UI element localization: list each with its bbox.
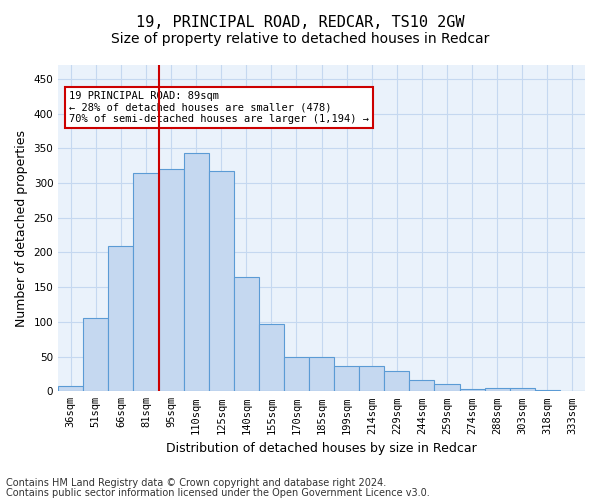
Bar <box>510 388 535 392</box>
Bar <box>259 324 284 392</box>
Bar <box>109 246 133 392</box>
Bar <box>460 388 485 392</box>
Text: Contains public sector information licensed under the Open Government Licence v3: Contains public sector information licen… <box>6 488 430 498</box>
Bar <box>309 356 334 392</box>
Bar <box>83 318 109 392</box>
Bar <box>334 366 359 392</box>
Bar <box>535 390 560 392</box>
Text: Contains HM Land Registry data © Crown copyright and database right 2024.: Contains HM Land Registry data © Crown c… <box>6 478 386 488</box>
Bar <box>234 277 259 392</box>
Bar <box>409 380 434 392</box>
Bar <box>158 169 184 392</box>
Bar <box>485 388 510 392</box>
Bar <box>209 170 234 392</box>
X-axis label: Distribution of detached houses by size in Redcar: Distribution of detached houses by size … <box>166 442 477 455</box>
Bar <box>133 172 158 392</box>
Y-axis label: Number of detached properties: Number of detached properties <box>15 130 28 326</box>
Text: 19, PRINCIPAL ROAD, REDCAR, TS10 2GW: 19, PRINCIPAL ROAD, REDCAR, TS10 2GW <box>136 15 464 30</box>
Bar <box>58 386 83 392</box>
Bar <box>385 371 409 392</box>
Bar <box>434 384 460 392</box>
Text: Size of property relative to detached houses in Redcar: Size of property relative to detached ho… <box>111 32 489 46</box>
Bar <box>359 366 385 392</box>
Text: 19 PRINCIPAL ROAD: 89sqm
← 28% of detached houses are smaller (478)
70% of semi-: 19 PRINCIPAL ROAD: 89sqm ← 28% of detach… <box>69 91 369 124</box>
Bar <box>560 390 585 392</box>
Bar <box>284 356 309 392</box>
Bar <box>184 153 209 392</box>
